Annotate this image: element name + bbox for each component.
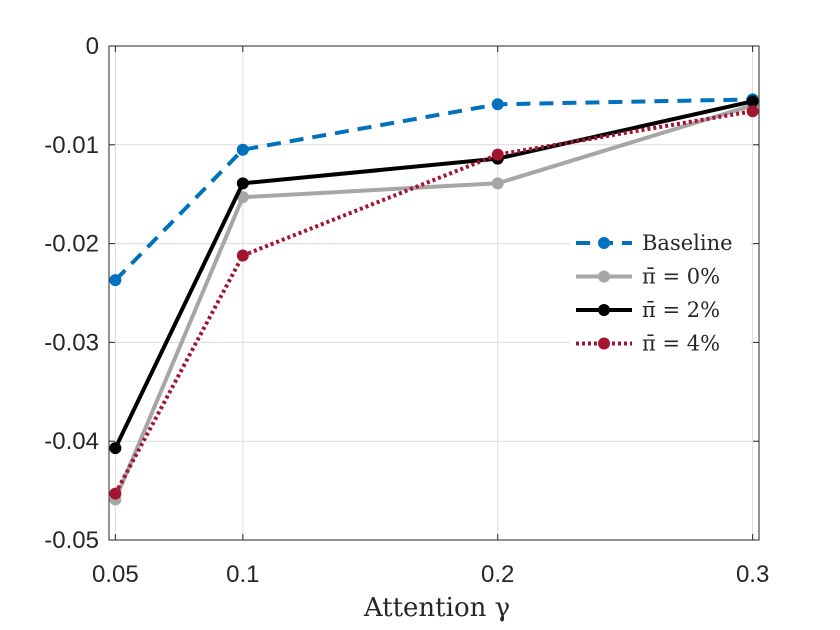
legend-item: π̄ = 2% <box>576 298 720 322</box>
legend: Baseline π̄ = 0% π̄ = 2% π̄ = 4% <box>570 224 750 356</box>
y-tick-label: -0.01 <box>44 132 99 159</box>
plot-area-border <box>108 45 760 541</box>
data-point <box>491 148 504 161</box>
data-point <box>746 95 759 108</box>
legend-label: π̄ = 0% <box>642 265 720 289</box>
data-point <box>236 249 249 262</box>
data-point <box>236 191 249 204</box>
data-point <box>236 177 249 190</box>
y-tick-label: 0 <box>86 33 99 60</box>
y-tick-label: -0.05 <box>44 527 99 554</box>
data-point <box>491 177 504 190</box>
legend-marker <box>598 270 610 283</box>
y-axis-ticks: 0 -0.01 -0.02 -0.03 -0.04 -0.05 <box>44 33 759 554</box>
series-layer <box>109 93 759 506</box>
x-tick-label: 0.3 <box>736 561 769 588</box>
data-point <box>491 98 504 111</box>
legend-label: Baseline <box>642 231 733 255</box>
legend-label: π̄ = 2% <box>642 298 720 322</box>
series-3 <box>109 105 759 500</box>
x-axis-ticks: 0.05 0.1 0.2 0.3 <box>92 46 769 588</box>
x-tick-label: 0.05 <box>92 561 139 588</box>
series-line <box>113 103 754 501</box>
x-tick-label: 0.1 <box>226 561 259 588</box>
legend-marker <box>598 304 610 316</box>
legend-label: π̄ = 4% <box>642 332 720 356</box>
data-point <box>109 442 122 455</box>
y-tick-label: -0.04 <box>44 428 99 455</box>
legend-item: π̄ = 0% <box>576 265 720 289</box>
x-axis-label: Attention γ <box>363 593 510 623</box>
y-tick-label: -0.02 <box>44 231 99 258</box>
legend-marker <box>598 337 610 350</box>
y-tick-label: -0.03 <box>44 329 99 356</box>
data-point <box>109 274 122 287</box>
series-line <box>113 97 753 282</box>
legend-item: Baseline <box>576 231 733 255</box>
x-tick-label: 0.2 <box>481 561 514 588</box>
series-line <box>113 109 753 495</box>
data-point <box>746 105 759 118</box>
series-line <box>113 99 754 449</box>
legend-marker <box>598 237 610 249</box>
data-point <box>236 143 249 156</box>
legend-item: π̄ = 4% <box>576 332 720 356</box>
data-point <box>109 487 122 500</box>
